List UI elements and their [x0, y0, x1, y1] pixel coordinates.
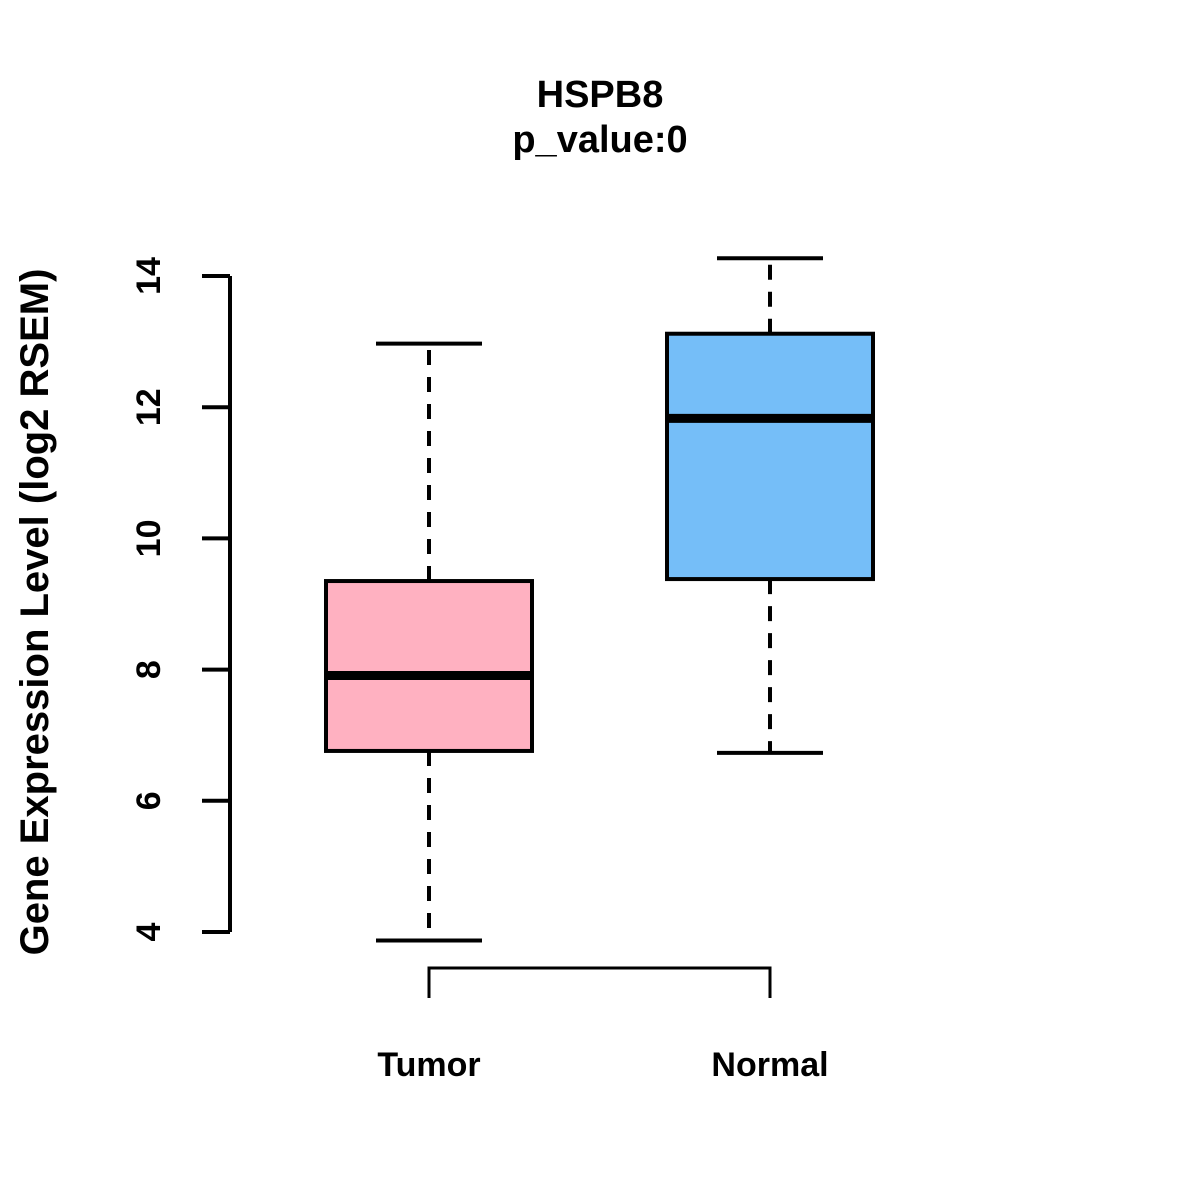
y-axis-tick-label: 12 — [130, 388, 168, 426]
y-axis: 4 6 8 10 12 14 — [130, 257, 232, 941]
y-axis-tick-label: 4 — [130, 922, 168, 941]
chart-subtitle: p_value:0 — [512, 119, 687, 161]
y-axis-tick-label: 6 — [130, 791, 168, 810]
x-axis: Tumor Normal — [377, 966, 829, 1084]
y-axis-tick-label: 10 — [130, 519, 168, 557]
tumor-box — [324, 579, 534, 753]
box-series — [324, 256, 875, 943]
normal-box — [665, 331, 875, 582]
x-axis-bracket — [427, 966, 772, 998]
x-category-label-normal: Normal — [711, 1046, 828, 1084]
y-axis-label: Gene Expression Level (log2 RSEM) — [13, 269, 57, 956]
y-axis-tick-label: 14 — [130, 257, 168, 295]
y-axis-tick-label: 8 — [130, 660, 168, 679]
x-category-label-tumor: Tumor — [377, 1046, 480, 1084]
chart-title: HSPB8 — [537, 74, 664, 116]
